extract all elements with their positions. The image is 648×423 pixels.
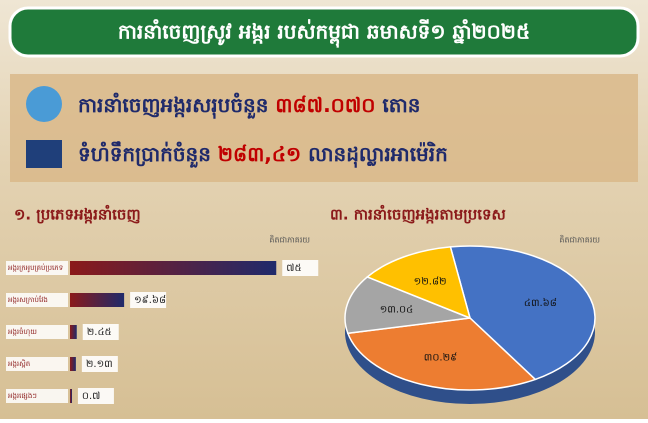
bar bbox=[70, 325, 77, 339]
globe-icon bbox=[26, 86, 62, 122]
label-bg bbox=[6, 357, 68, 371]
slice-label: ៣០.២៩ bbox=[424, 352, 457, 364]
pie-title: ៣. ការនាំចេញអង្ករតាមប្រទេស bbox=[330, 205, 506, 224]
pie-slice bbox=[449, 245, 596, 381]
value-label: ១៩.៦៨ bbox=[134, 294, 166, 306]
label-bg bbox=[6, 325, 68, 339]
value-bg bbox=[130, 292, 167, 308]
stat-value: ៣៨៧.០៧០ bbox=[275, 93, 375, 117]
bar bbox=[70, 293, 125, 307]
category-label: អង្ករក្រអូបគ្រប់ប្រភេទ bbox=[8, 263, 63, 273]
value-bg bbox=[81, 356, 118, 372]
money-icon bbox=[26, 140, 62, 168]
stat-unit: លានដុល្លារអាម៉េរិក bbox=[308, 141, 448, 168]
value-label: ០.៧ bbox=[82, 391, 100, 402]
stat-text: ការនាំចេញអង្ករសរុបចំនួន bbox=[78, 92, 268, 119]
value-bg bbox=[77, 388, 114, 404]
stat-unit: តោន bbox=[382, 93, 420, 117]
stat-line-2: ទំហំទឹកប្រាក់ចំនួន ២៨៣,៤១ លានដុល្លារអាម៉… bbox=[78, 141, 448, 168]
category-label: អង្ករចំហុយ bbox=[8, 327, 37, 337]
category-label: អង្ករផ្សេងៗ bbox=[8, 392, 37, 400]
slice-label: ១២.៨២ bbox=[414, 275, 447, 287]
stat-value: ២៨៣,៤១ bbox=[218, 142, 301, 166]
slice-label: ៤៣.៦៨ bbox=[524, 297, 557, 309]
bar-unit: គិតជាភាគរយ bbox=[269, 235, 310, 245]
value-bg bbox=[282, 260, 319, 276]
bar-title: ១. ប្រភេទអង្ករនាំចេញ bbox=[14, 205, 141, 224]
pie-unit: គិតជាភាគរយ bbox=[559, 235, 600, 245]
label-bg bbox=[6, 389, 68, 403]
pie-slice bbox=[346, 317, 537, 391]
value-label: ២.៤៥ bbox=[87, 327, 112, 338]
slice-label: ១៣.០៤ bbox=[380, 305, 413, 316]
stats-panel bbox=[10, 74, 638, 182]
value-label: ២.១៣ bbox=[86, 359, 113, 370]
bar bbox=[70, 357, 76, 371]
bar bbox=[70, 261, 277, 275]
label-bg bbox=[6, 261, 68, 275]
bar bbox=[70, 389, 72, 403]
label-bg bbox=[6, 293, 68, 307]
category-label: អង្ករស្អិត bbox=[8, 359, 30, 368]
stat-line-1: ការនាំចេញអង្ករសរុបចំនួន ៣៨៧.០៧០ តោន bbox=[78, 92, 420, 119]
pie-slice bbox=[344, 276, 471, 335]
category-label: អង្ករសក្រាប់វែង bbox=[8, 295, 48, 304]
value-bg bbox=[82, 324, 119, 340]
value-label: ៧៥ bbox=[286, 263, 301, 274]
title-banner bbox=[8, 6, 640, 58]
stat-text: ទំហំទឹកប្រាក់ចំនួន bbox=[78, 141, 211, 168]
pie-slice bbox=[365, 246, 472, 320]
